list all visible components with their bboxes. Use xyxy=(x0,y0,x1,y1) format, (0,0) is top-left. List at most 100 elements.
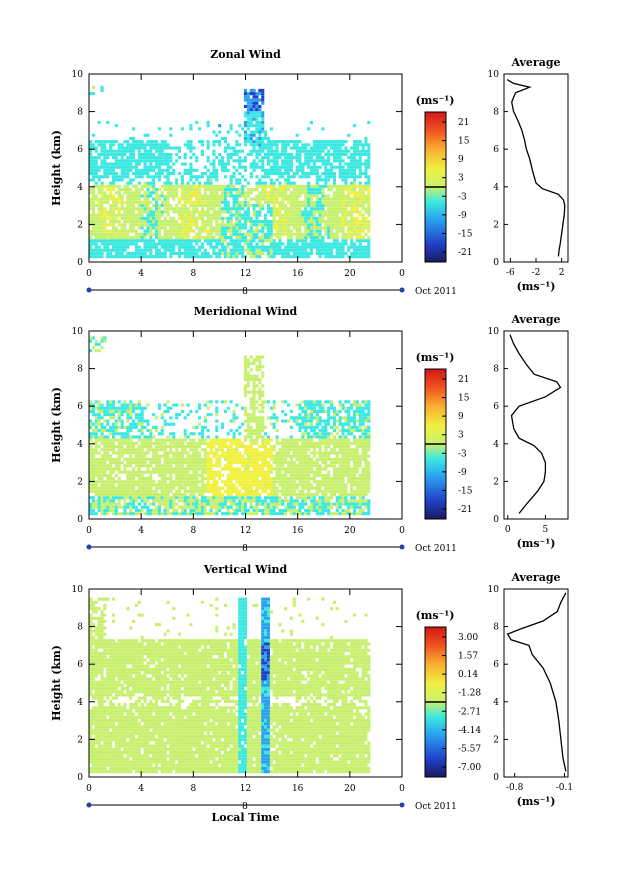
heatmap-cell xyxy=(189,242,193,246)
heatmap-cell xyxy=(304,242,308,246)
heatmap-cell xyxy=(94,512,98,516)
heatmap-cell xyxy=(226,245,230,249)
heatmap-cell xyxy=(129,255,133,259)
heatmap-cell xyxy=(203,470,207,474)
heatmap-cell xyxy=(235,194,239,198)
heatmap-cell xyxy=(109,223,113,227)
heatmap-cell xyxy=(94,255,98,259)
heatmap-cell xyxy=(243,156,247,160)
heatmap-cell xyxy=(166,483,170,487)
heatmap-cell xyxy=(132,422,136,426)
heatmap-cell xyxy=(203,496,207,500)
heatmap-cell xyxy=(318,239,322,243)
heatmap-cell xyxy=(272,448,276,452)
heatmap-cell xyxy=(284,152,288,156)
heatmap-cell xyxy=(100,85,104,89)
heatmap-cell xyxy=(298,162,302,166)
heatmap-cell xyxy=(198,204,202,208)
heatmap-cell xyxy=(269,159,273,163)
heatmap-cell xyxy=(318,226,322,230)
heatmap-cell xyxy=(243,95,247,99)
heatmap-cell xyxy=(143,406,147,410)
heatmap-cell xyxy=(212,229,216,233)
heatmap-cell xyxy=(221,400,225,404)
heatmap-cell xyxy=(249,130,253,134)
heatmap-cell xyxy=(132,220,136,224)
heatmap-cell xyxy=(249,101,253,105)
heatmap-cell xyxy=(246,477,250,481)
heatmap-cell xyxy=(358,149,362,153)
heatmap-cell xyxy=(166,178,170,182)
heatmap-cell xyxy=(106,448,110,452)
heatmap-cell xyxy=(261,464,265,468)
heatmap-cell xyxy=(324,204,328,208)
heatmap-cell xyxy=(195,480,199,484)
heatmap-cell xyxy=(358,143,362,147)
heatmap-cell xyxy=(255,229,259,233)
heatmap-cell xyxy=(134,454,138,458)
heatmap-cell xyxy=(114,200,118,204)
heatmap-cell xyxy=(258,127,262,131)
heatmap-cell xyxy=(258,486,262,490)
heatmap-cell xyxy=(321,213,325,217)
heatmap-cell xyxy=(298,232,302,236)
heatmap-cell xyxy=(169,477,173,481)
heatmap-cell xyxy=(97,502,101,506)
heatmap-cell xyxy=(315,236,319,240)
heatmap-cell xyxy=(361,245,365,249)
heatmap-cell xyxy=(189,200,193,204)
heatmap-cell xyxy=(249,255,253,259)
heatmap-cell xyxy=(318,213,322,217)
heatmap-cell xyxy=(195,467,199,471)
heatmap-cell xyxy=(157,505,161,509)
heatmap-cell xyxy=(264,505,268,509)
heatmap-cell xyxy=(100,210,104,214)
heatmap-cell xyxy=(114,508,118,512)
heatmap-cell xyxy=(140,441,144,445)
heatmap-cell xyxy=(327,184,331,188)
heatmap-cell xyxy=(169,470,173,474)
heatmap-cell xyxy=(172,191,176,195)
heatmap-cell xyxy=(330,188,334,192)
heatmap-cell xyxy=(112,406,116,410)
heatmap-cell xyxy=(143,149,147,153)
heatmap-cell xyxy=(309,168,313,172)
heatmap-cell xyxy=(252,255,256,259)
heatmap-cell xyxy=(100,88,104,92)
heatmap-cell xyxy=(189,467,193,471)
heatmap-cell xyxy=(120,486,124,490)
heatmap-cell xyxy=(258,445,262,449)
heatmap-cell xyxy=(243,191,247,195)
heatmap-cell xyxy=(367,223,371,227)
heatmap-cell xyxy=(241,188,245,192)
heatmap-cell xyxy=(252,413,256,417)
heatmap-cell xyxy=(266,477,270,481)
heatmap-cell xyxy=(203,486,207,490)
heatmap-cell xyxy=(249,505,253,509)
heatmap-cell xyxy=(89,140,93,144)
heatmap-cell xyxy=(223,502,227,506)
heatmap-cell xyxy=(146,239,150,243)
heatmap-cell xyxy=(281,194,285,198)
heatmap-cell xyxy=(232,200,236,204)
heatmap-cell xyxy=(189,140,193,144)
heatmap-cell xyxy=(261,416,265,420)
heatmap-cell xyxy=(195,461,199,465)
heatmap-cell xyxy=(120,409,124,413)
heatmap-cell xyxy=(264,508,268,512)
heatmap-cell xyxy=(103,480,107,484)
heatmap-cell xyxy=(249,461,253,465)
heatmap-cell xyxy=(355,159,359,163)
heatmap-cell xyxy=(215,502,219,506)
heatmap-cell xyxy=(132,486,136,490)
heatmap-cell xyxy=(284,419,288,423)
heatmap-cell xyxy=(241,245,245,249)
average-y-tick-label: 6 xyxy=(493,145,499,155)
heatmap-cell xyxy=(272,184,276,188)
heatmap-cell xyxy=(287,505,291,509)
heatmap-cell xyxy=(243,114,247,118)
heatmap-cell xyxy=(243,136,247,140)
heatmap-cell xyxy=(246,92,250,96)
heatmap-cell xyxy=(261,146,265,150)
heatmap-cell xyxy=(243,445,247,449)
